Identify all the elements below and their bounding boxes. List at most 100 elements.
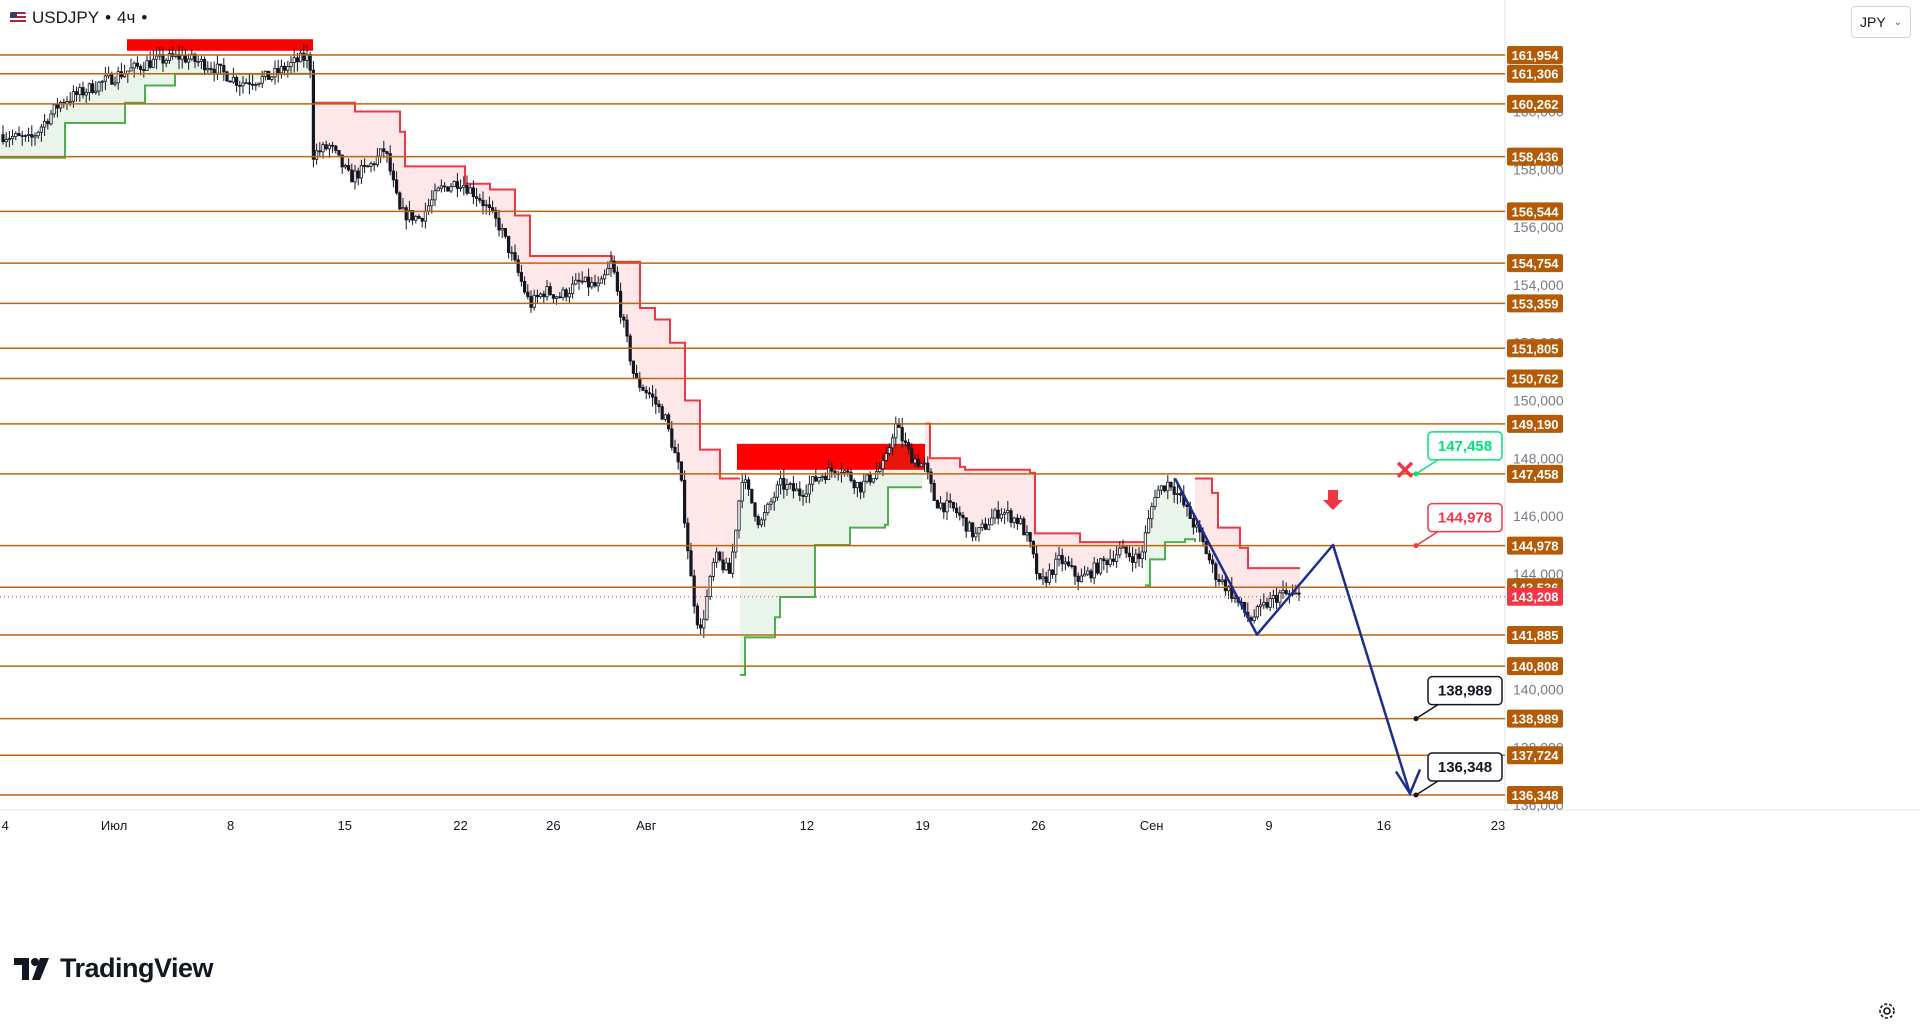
candle-body: [362, 165, 367, 167]
candle-body: [670, 428, 674, 448]
candle-body: [186, 58, 191, 63]
candle-body: [231, 76, 235, 83]
level-label-box: [1507, 786, 1563, 804]
candle-body: [206, 68, 210, 71]
candle-body: [715, 551, 719, 563]
candle-body: [699, 624, 703, 629]
candle-body: [1131, 556, 1135, 563]
currency-select[interactable]: JPY ⌄: [1851, 6, 1911, 38]
level-label: 140,808: [1512, 659, 1559, 674]
candle-body: [1099, 558, 1103, 574]
candle-body: [135, 62, 139, 67]
supertrend-line: [925, 422, 1145, 544]
candle-body: [606, 267, 610, 276]
candle-body: [663, 414, 668, 420]
candle-body: [772, 496, 776, 503]
candle-body: [798, 488, 802, 496]
candle-body: [523, 281, 527, 293]
gear-icon[interactable]: [1876, 1000, 1898, 1022]
candle-body: [542, 293, 546, 298]
candle-body: [1111, 558, 1115, 562]
candle-body: [1275, 595, 1279, 603]
us-flag-icon: [10, 12, 26, 24]
candle-body: [727, 562, 732, 574]
candle-body: [462, 184, 466, 188]
target-pointer: [1415, 530, 1439, 547]
supertrend-fill: [0, 56, 310, 158]
candle-body: [539, 293, 543, 298]
down-arrow-icon: [1323, 490, 1343, 511]
candle-body: [100, 80, 104, 83]
candle-body: [474, 196, 479, 199]
candle-body: [439, 185, 444, 189]
level-label-box: [1507, 46, 1563, 64]
candle-body: [49, 113, 53, 125]
candle-body: [455, 181, 460, 189]
level-label: 154,754: [1512, 256, 1560, 271]
candle-body: [222, 64, 226, 73]
candle-body: [356, 170, 360, 179]
candle-body: [638, 377, 642, 388]
candle-body: [442, 185, 447, 188]
candle-body: [923, 462, 927, 465]
candle-body: [215, 63, 219, 74]
current-price-label: 143,208: [1512, 590, 1559, 605]
candle-body: [414, 216, 418, 221]
candle-body: [974, 532, 978, 538]
target-anchor: [1413, 543, 1419, 549]
supertrend-line: [1195, 477, 1300, 570]
candle-body: [1166, 481, 1170, 492]
tradingview-logo-text: TradingView: [60, 953, 214, 983]
candle-body: [1, 134, 5, 143]
candle-body: [919, 463, 924, 467]
supertrend-line: [0, 72, 310, 159]
candle-body: [750, 488, 754, 504]
candle-body: [756, 516, 760, 526]
candle-body: [503, 228, 508, 237]
candle-body: [935, 500, 940, 509]
candle-body: [366, 165, 370, 168]
candle-body: [209, 68, 213, 70]
candle-body: [823, 475, 828, 481]
supply-zone: [127, 39, 313, 51]
candle-body: [343, 165, 348, 168]
candle-body: [1067, 561, 1071, 566]
candle-body: [433, 190, 437, 201]
candle-body: [1022, 518, 1026, 536]
candle-body: [84, 91, 88, 96]
candle-body: [558, 296, 562, 299]
candle-body: [334, 145, 338, 151]
level-label: 137,724: [1512, 748, 1560, 763]
candle-body: [855, 482, 860, 489]
candle-body: [721, 559, 725, 571]
x-mark-icon: [1396, 461, 1414, 479]
candle-body: [993, 509, 997, 519]
candle-body: [1153, 496, 1157, 508]
price-tick-label: 150,000: [1513, 392, 1564, 408]
candle-body: [1294, 592, 1298, 595]
candle-body: [1284, 590, 1288, 595]
candle-body: [631, 360, 636, 374]
candle-body: [548, 286, 552, 296]
candle-body: [1009, 510, 1013, 523]
candle-body: [980, 523, 984, 528]
candle-body: [1156, 489, 1160, 498]
candle-body: [1191, 518, 1195, 528]
candle-body: [161, 54, 165, 64]
candle-body: [1108, 558, 1112, 565]
symbol-header[interactable]: USDJPY • 4ч •: [10, 8, 147, 28]
candle-body: [1159, 485, 1163, 491]
candle-body: [644, 389, 648, 394]
candle-body: [1028, 532, 1032, 542]
time-tick-label: 26: [546, 818, 560, 833]
candle-body: [849, 471, 853, 481]
target-label: 138,989: [1438, 683, 1492, 700]
candle-body: [811, 476, 815, 485]
candle-body: [929, 471, 933, 484]
candle-body: [958, 512, 962, 516]
level-label: 161,306: [1512, 67, 1559, 82]
candle-body: [436, 187, 440, 192]
candle-body: [599, 278, 604, 284]
candle-body: [718, 551, 722, 561]
